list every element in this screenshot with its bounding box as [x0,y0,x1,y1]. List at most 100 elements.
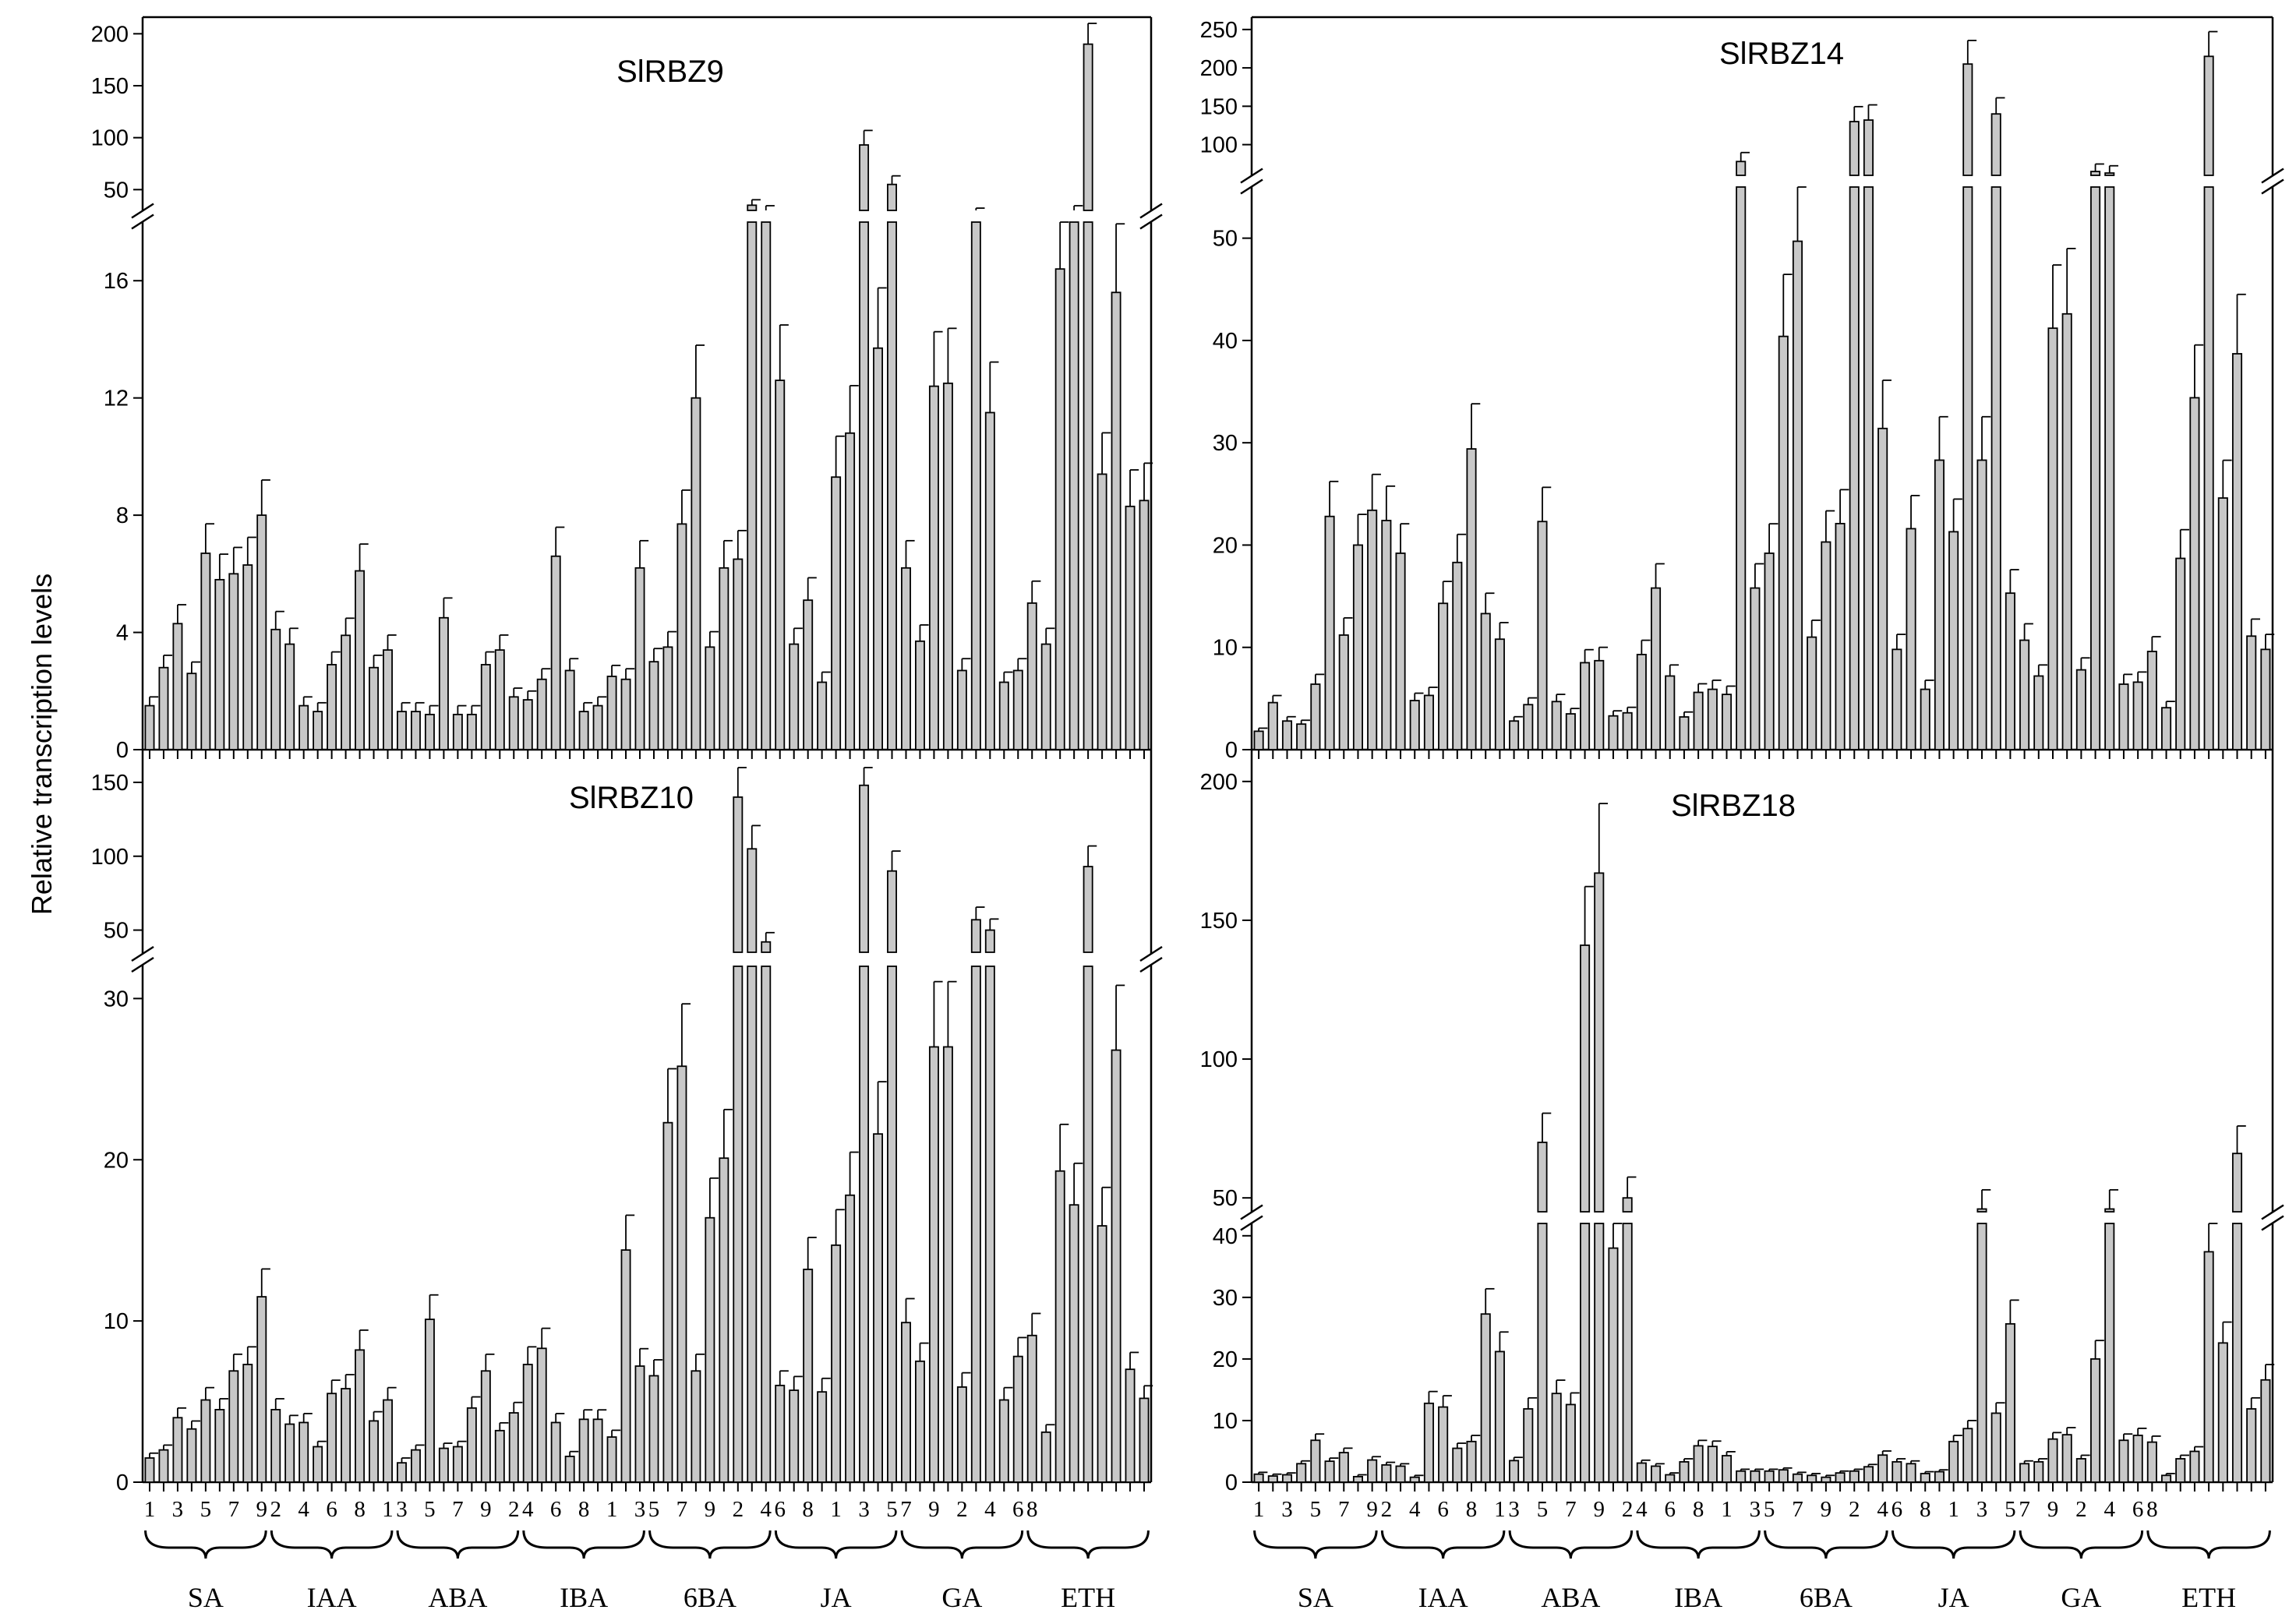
y-tick-label: 100 [1200,1047,1238,1072]
bar [984,411,995,750]
bar [1012,1355,1023,1483]
bar [1438,1406,1449,1483]
bar [200,553,211,750]
bar [1948,531,1959,750]
x-tick-label: 3 [172,1497,184,1522]
bar [298,1421,309,1483]
bar [452,1446,463,1483]
panel-slrbz14: SlRBZ14 [1719,37,1844,71]
bar [2118,1439,2129,1483]
bar [2161,1474,2172,1483]
bar [606,676,617,750]
x-tick-label: 9 [1594,1497,1605,1522]
bar [410,1449,421,1483]
bar [2090,171,2101,176]
bar [1125,1368,1136,1483]
bar [2090,1358,2101,1483]
axis-break-mark [2261,1204,2284,1220]
x-tick-label: 1 [1948,1497,1959,1522]
bar [1466,448,1477,750]
bar [1736,1470,1747,1483]
bar [284,643,295,750]
panel-title-slrbz9: SlRBZ9 [616,55,724,89]
bar [1736,161,1747,176]
bar [2217,1342,2228,1483]
bar [494,649,505,750]
bar [914,1360,925,1483]
panel-slrbz10: SlRBZ10 [569,781,694,815]
bar [859,966,870,1483]
x-tick-label: 5 [1537,1497,1549,1522]
bar [228,573,239,750]
bar [817,1391,828,1483]
bar [984,966,995,1483]
x-tick-label: 9 [705,1497,716,1522]
x-tick-label: 6 [1892,1497,1903,1522]
x-tick-label: 2 [733,1497,744,1522]
y-tick-label: 150 [91,771,129,796]
x-tick-label: 7 [1338,1497,1350,1522]
bar [970,221,981,750]
y-tick-label: 0 [116,1470,129,1495]
bar [775,380,786,750]
bar [1423,1402,1434,1483]
y-tick-label: 4 [116,621,129,646]
treatment-label-ja: JA [1938,1582,1969,1613]
bar [2175,1458,2186,1483]
bar [620,1249,631,1483]
bar [1083,966,1093,1483]
bar [1636,1462,1647,1483]
y-tick-label: 20 [1213,533,1238,558]
treatment-label-aba: ABA [428,1582,487,1613]
bar [887,221,897,750]
bar [186,673,197,750]
bar [1962,186,1973,750]
bar [242,1364,253,1483]
bar [1296,723,1307,750]
x-tick-label: 2 [956,1497,968,1522]
x-tick-label: 8 [1920,1497,1931,1522]
bar [1381,520,1392,750]
bar [928,1046,939,1483]
bar [1409,1476,1420,1483]
bar [1083,43,1093,211]
bar [859,221,870,750]
bar [2231,1153,2243,1213]
bar [1764,553,1775,750]
group-brace [396,1530,520,1559]
x-tick-label: 4 [1877,1497,1888,1522]
bar [803,1269,814,1483]
x-tick-label: 3 [1750,1497,1761,1522]
x-tick-label: 5 [424,1497,436,1522]
bar [2231,353,2243,750]
bar [564,1456,575,1483]
bar [998,681,1009,750]
bar [1693,691,1704,750]
bar [592,1418,603,1483]
bar [1069,1204,1079,1483]
x-tick-label: 6 [550,1497,562,1522]
group-brace [2146,1530,2271,1559]
bar [1580,662,1591,750]
bar [383,649,393,750]
bar [1111,1049,1122,1483]
bar [2033,1461,2044,1483]
bar [761,966,772,1483]
bar [2203,1251,2214,1483]
bar [1962,63,1973,176]
x-tick-label: 3 [858,1497,870,1522]
bar [2075,669,2086,750]
bar [564,669,575,750]
panel-slrbz18: SlRBZ18 [1671,789,1796,823]
axis-break-mark [2261,168,2284,184]
bar [1821,1476,1832,1483]
treatment-label-iaa: IAA [307,1582,357,1613]
bar [2005,592,2015,750]
bar [1026,1334,1037,1483]
treatment-label-ga: GA [2061,1582,2101,1613]
x-tick-label: 8 [2146,1497,2158,1522]
bar [859,784,870,953]
bar [410,711,421,750]
bar [1438,602,1449,750]
